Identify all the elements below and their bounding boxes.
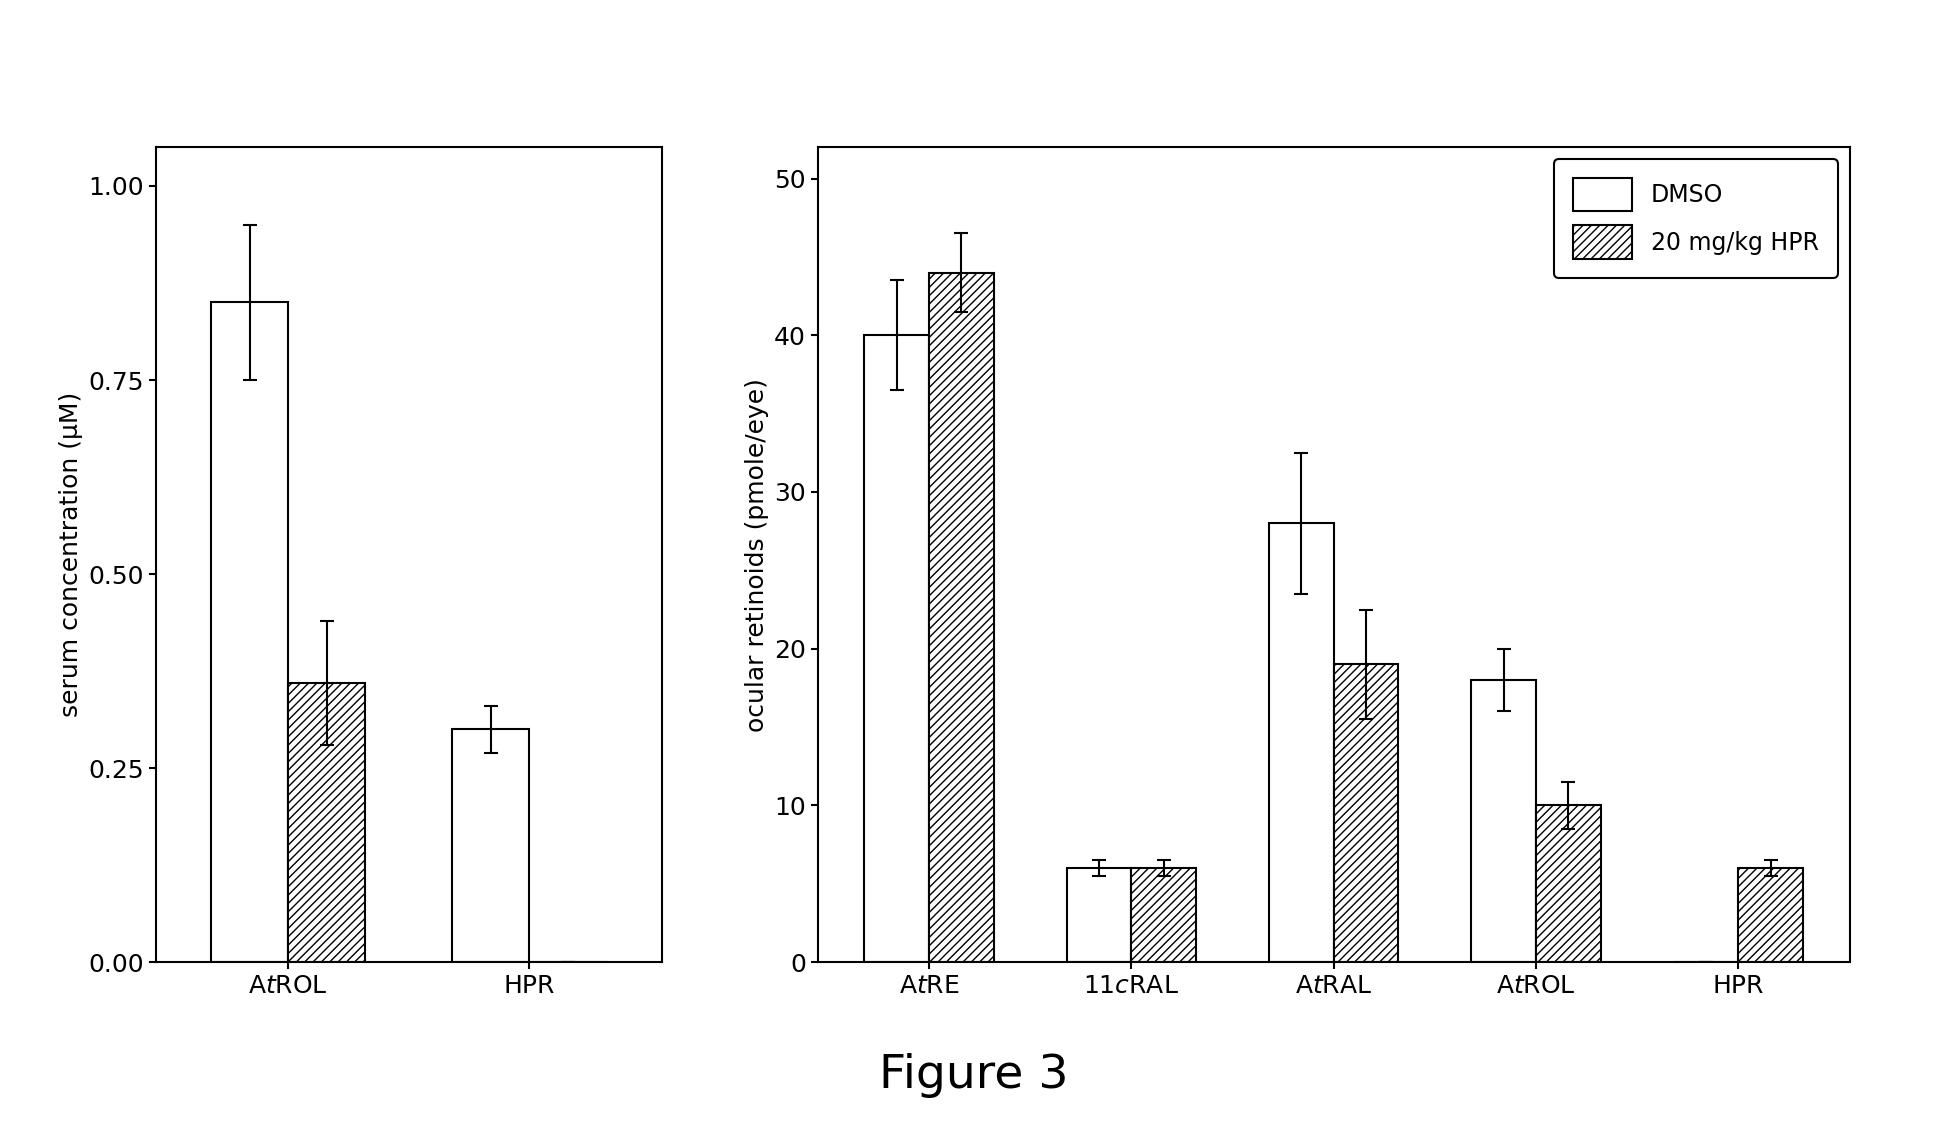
Bar	[1334, 664, 1398, 962]
Bar	[1067, 868, 1131, 962]
Bar	[1131, 868, 1195, 962]
Bar	[864, 335, 929, 962]
Bar	[1269, 523, 1334, 962]
Bar	[210, 302, 288, 962]
Bar	[452, 729, 530, 962]
Bar	[1472, 680, 1536, 962]
Bar	[1536, 806, 1600, 962]
Text: Figure 3: Figure 3	[878, 1053, 1069, 1098]
Bar	[929, 273, 993, 962]
Y-axis label: serum concentration (μM): serum concentration (μM)	[58, 392, 84, 718]
Bar	[288, 683, 366, 962]
Y-axis label: ocular retinoids (pmole/eye): ocular retinoids (pmole/eye)	[744, 378, 769, 731]
Legend: DMSO, 20 mg/kg HPR: DMSO, 20 mg/kg HPR	[1554, 158, 1838, 277]
Bar	[1739, 868, 1803, 962]
